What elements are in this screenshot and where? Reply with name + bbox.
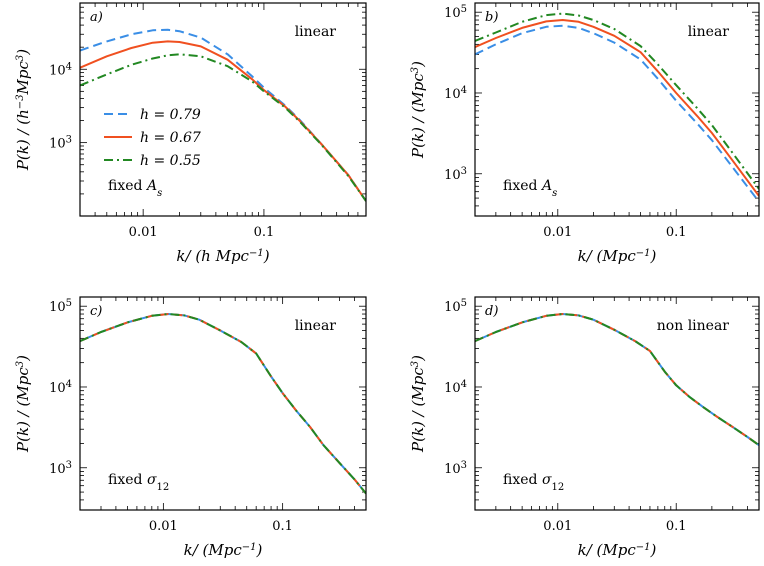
x-tick-label: 0.01 — [129, 225, 158, 240]
series-line-079 — [80, 28, 366, 202]
regime-annotation: non linear — [657, 318, 730, 334]
legend-label: h = 0.55 — [140, 153, 201, 169]
y-tick-label: 104 — [49, 378, 72, 396]
series-line-055 — [80, 53, 366, 202]
y-axis-label: P(k) / (Mpc3) — [14, 355, 32, 453]
series-line-055 — [80, 313, 366, 495]
series-group — [475, 12, 759, 203]
y-tick-label: 105 — [444, 4, 467, 22]
plot-frame — [79, 296, 367, 511]
y-tick-label: 105 — [49, 298, 72, 316]
x-axis-label: k/ (Mpc−1) — [578, 541, 657, 559]
panel-letter: d) — [485, 304, 498, 319]
y-tick-label: 104 — [444, 378, 467, 396]
panel-c: 0.01 0.1 103 104 105 k/ (Mpc−1) P(k) / (Mpc3) c… — [14, 296, 367, 559]
series-line-067 — [475, 19, 759, 197]
y-tick-label: 105 — [444, 298, 467, 316]
x-tick-label: 0.1 — [666, 519, 687, 534]
x-tick-label: 0.1 — [666, 225, 687, 240]
x-axis-label: k/ (Mpc−1) — [184, 541, 263, 559]
y-tick-label: 103 — [49, 459, 72, 477]
y-axis-label: P(k) / (Mpc3) — [409, 61, 427, 159]
plot-frame — [474, 2, 760, 217]
minor-ticks — [79, 2, 366, 217]
series-line-079 — [475, 24, 759, 203]
series-group — [475, 313, 759, 447]
panel-d: 0.01 0.1 103 104 105 k/ (Mpc−1) P(k) / (Mpc3) d… — [409, 296, 760, 559]
series-group — [80, 28, 366, 202]
y-tick-label: 103 — [444, 165, 467, 183]
panel-letter: c) — [90, 304, 102, 319]
legend: h = 0.79 h = 0.67 h = 0.55 — [104, 107, 201, 169]
minor-ticks — [474, 297, 760, 511]
panel-letter: b) — [485, 10, 498, 25]
panel-a: 0.01 0.1 103 104 k/ (h Mpc−1) P(k) / (h−3Mpc3… — [14, 2, 367, 265]
panel-letter: a) — [90, 10, 103, 25]
minor-ticks — [474, 3, 760, 217]
regime-annotation: linear — [295, 24, 337, 40]
legend-label: h = 0.67 — [140, 130, 201, 146]
series-group — [80, 313, 366, 495]
series-line-067 — [80, 313, 366, 495]
x-tick-label: 0.1 — [272, 519, 293, 534]
y-axis-label: P(k) / (Mpc3) — [409, 355, 427, 453]
regime-annotation: linear — [295, 318, 337, 334]
fixed-parameter-note: fixed As — [108, 178, 162, 199]
y-tick-label: 103 — [444, 459, 467, 477]
x-tick-label: 0.01 — [543, 519, 572, 534]
y-axis-label: P(k) / (h−3Mpc3) — [14, 49, 32, 172]
plot-frame — [474, 296, 760, 511]
x-tick-label: 0.1 — [254, 225, 275, 240]
plot-frame — [79, 2, 367, 217]
series-line-055 — [475, 313, 759, 447]
y-tick-label: 104 — [444, 84, 467, 102]
x-axis-label: k/ (h Mpc−1) — [176, 247, 269, 265]
regime-annotation: linear — [688, 24, 730, 40]
panel-b: 0.01 0.1 103 104 105 k/ (Mpc−1) P(k) / (Mpc3) b… — [409, 2, 760, 265]
x-axis-label: k/ (Mpc−1) — [578, 247, 657, 265]
fixed-parameter-note: fixed σ12 — [503, 472, 564, 493]
series-line-055 — [475, 12, 759, 190]
x-tick-label: 0.01 — [149, 519, 178, 534]
fixed-parameter-note: fixed As — [503, 178, 557, 199]
y-tick-label: 104 — [49, 61, 72, 79]
legend-label: h = 0.79 — [140, 107, 201, 123]
fixed-parameter-note: fixed σ12 — [108, 472, 169, 493]
x-tick-label: 0.01 — [543, 225, 572, 240]
y-tick-label: 103 — [49, 134, 72, 152]
series-line-079 — [80, 313, 366, 495]
